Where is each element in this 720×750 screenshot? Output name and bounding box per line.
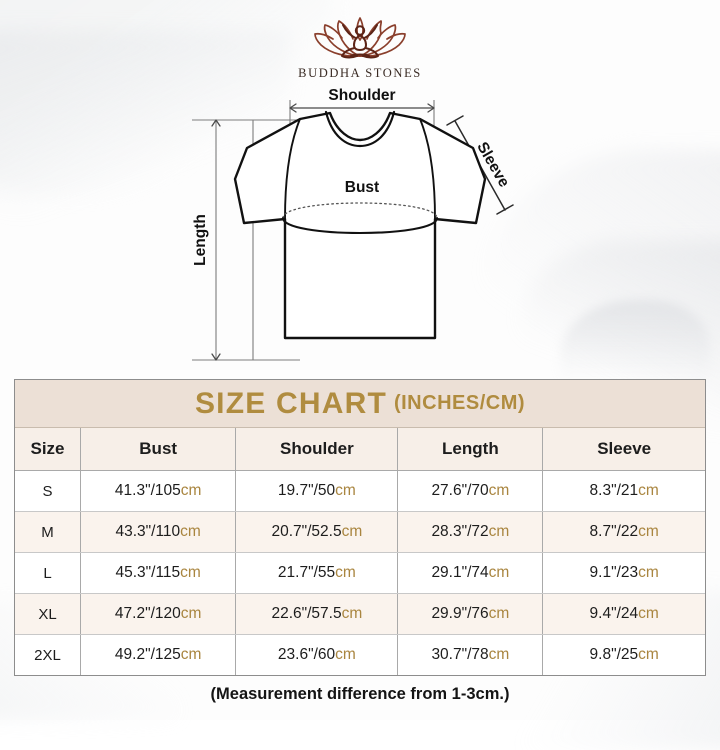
unit-cm: cm	[638, 564, 659, 581]
cell-shoulder: 20.7"/52.5cm	[235, 511, 399, 553]
unit-cm: cm	[335, 564, 356, 581]
unit-cm: cm	[488, 564, 510, 581]
cell-sleeve: 8.3"/21cm	[542, 470, 705, 512]
cell-sleeve: 9.1"/23cm	[542, 552, 705, 594]
unit-cm: cm	[180, 646, 202, 663]
size-chart-title-bar: SIZE CHART (INCHES/CM)	[15, 380, 705, 428]
unit-cm: cm	[341, 523, 363, 540]
cell-length: 29.1"/74cm	[397, 552, 544, 594]
unit-cm: cm	[638, 482, 659, 499]
unit-cm: cm	[180, 605, 202, 622]
measurement-disclaimer: (Measurement difference from 1-3cm.)	[210, 685, 510, 703]
cell-size: XL	[15, 593, 82, 635]
cell-shoulder: 23.6"/60cm	[235, 634, 399, 675]
unit-cm: cm	[335, 482, 356, 499]
column-header-bust: Bust	[80, 428, 237, 471]
cell-bust: 49.2"/125cm	[80, 634, 237, 675]
cell-size: L	[15, 552, 82, 594]
cell-shoulder: 21.7"/55cm	[235, 552, 399, 594]
bust-label: Bust	[345, 179, 379, 196]
cell-length: 28.3"/72cm	[397, 511, 544, 553]
table-row: L 45.3"/115cm 21.7"/55cm 29.1"/74cm 9.1"…	[15, 552, 705, 594]
brand-logo: BUDDHA STONES	[0, 12, 720, 81]
size-chart-title: SIZE CHART	[194, 386, 387, 420]
unit-cm: cm	[488, 523, 510, 540]
cell-length: 27.6"/70cm	[397, 470, 544, 512]
unit-cm: cm	[488, 646, 510, 663]
unit-cm: cm	[180, 564, 201, 581]
cell-length: 30.7"/78cm	[397, 634, 544, 675]
table-row: M 43.3"/110cm 20.7"/52.5cm 28.3"/72cm 8.…	[15, 511, 705, 553]
unit-cm: cm	[180, 482, 202, 499]
cell-shoulder: 19.7"/50cm	[235, 470, 399, 512]
unit-cm: cm	[180, 523, 201, 540]
cell-length: 29.9"/76cm	[397, 593, 544, 635]
column-header-sleeve: Sleeve	[542, 428, 705, 471]
column-header-length: Length	[397, 428, 544, 471]
unit-cm: cm	[488, 482, 510, 499]
size-chart-units: (INCHES/CM)	[393, 392, 526, 414]
column-header-shoulder: Shoulder	[235, 428, 399, 471]
cell-size: M	[15, 511, 82, 553]
size-chart-card: SIZE CHART (INCHES/CM) Size Bust Shoulde…	[14, 379, 706, 676]
tshirt-outline-icon: Shoulder Bust Length Sleeve	[192, 87, 514, 361]
unit-cm: cm	[638, 646, 659, 663]
unit-cm: cm	[638, 523, 659, 540]
length-label: Length	[192, 214, 209, 266]
tshirt-measurement-diagram: Shoulder Bust Length Sleeve	[0, 87, 720, 373]
cell-size: 2XL	[15, 634, 82, 675]
cell-bust: 47.2"/120cm	[80, 593, 237, 635]
brand-wordmark: BUDDHA STONES	[298, 66, 422, 80]
lotus-meditation-icon	[314, 17, 406, 59]
shoulder-label: Shoulder	[328, 88, 395, 104]
cell-shoulder: 22.6"/57.5cm	[235, 593, 399, 635]
table-row: 2XL 49.2"/125cm 23.6"/60cm 30.7"/78cm 9.…	[15, 634, 705, 675]
table-header-row: Size Bust Shoulder Length Sleeve	[15, 428, 705, 471]
size-chart-table: Size Bust Shoulder Length Sleeve S 41.3"…	[15, 428, 705, 675]
cell-sleeve: 9.8"/25cm	[542, 634, 705, 675]
cell-bust: 41.3"/105cm	[80, 470, 237, 512]
table-row: XL 47.2"/120cm 22.6"/57.5cm 29.9"/76cm 9…	[15, 593, 705, 635]
table-row: S 41.3"/105cm 19.7"/50cm 27.6"/70cm 8.3"…	[15, 470, 705, 512]
cell-sleeve: 8.7"/22cm	[542, 511, 705, 553]
cell-size: S	[15, 470, 82, 512]
cell-sleeve: 9.4"/24cm	[542, 593, 705, 635]
unit-cm: cm	[638, 605, 659, 622]
cell-bust: 45.3"/115cm	[80, 552, 237, 594]
cell-bust: 43.3"/110cm	[80, 511, 237, 553]
unit-cm: cm	[341, 605, 363, 622]
column-header-size: Size	[15, 428, 82, 471]
unit-cm: cm	[335, 646, 356, 663]
unit-cm: cm	[488, 605, 510, 622]
